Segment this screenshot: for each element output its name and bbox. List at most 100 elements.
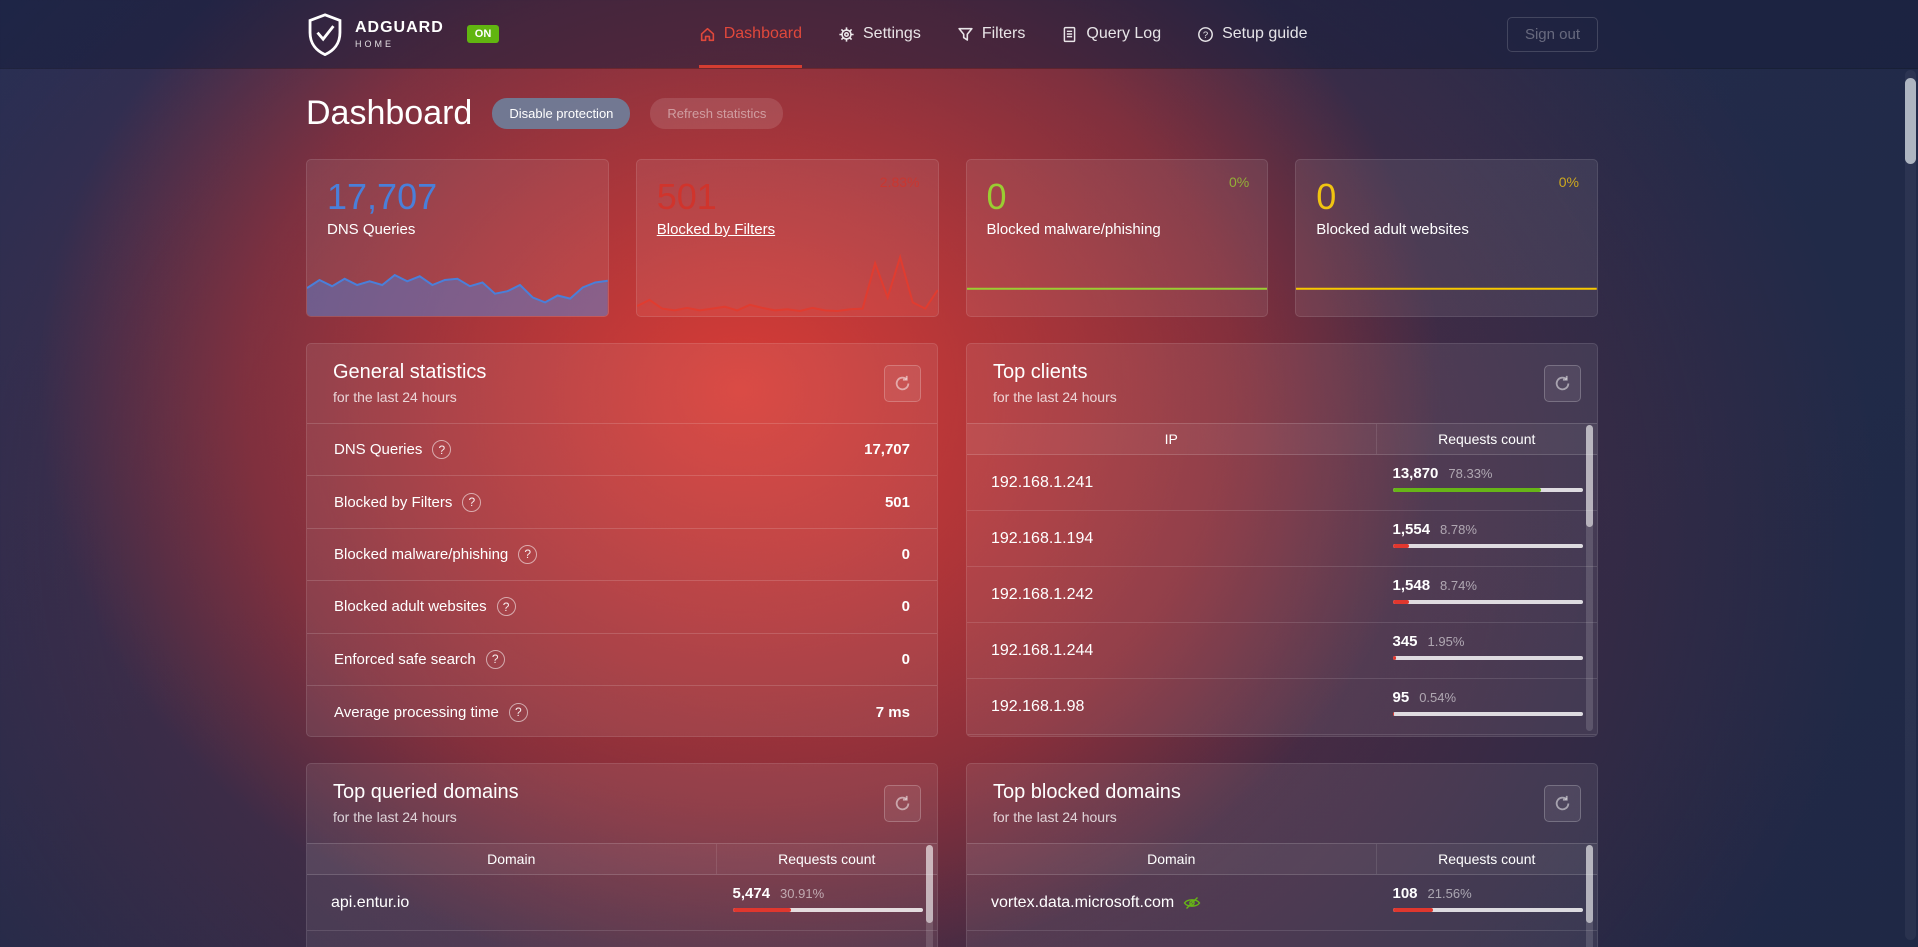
requests-count: 13,870 bbox=[1392, 465, 1439, 482]
column-header-domain: Domain bbox=[307, 844, 717, 874]
domain-row: api.entur.io 5,474 30.91% bbox=[307, 875, 937, 931]
top-blocked-domains-card: Top blocked domains for the last 24 hour… bbox=[966, 763, 1598, 947]
nav-dashboard[interactable]: Dashboard bbox=[698, 0, 802, 68]
refresh-button[interactable] bbox=[884, 365, 921, 402]
filters-icon bbox=[958, 27, 973, 41]
top-clients-table: IP Requests count 192.168.1.241 13,870 78… bbox=[967, 423, 1597, 735]
requests-percent: 8.74% bbox=[1440, 578, 1477, 593]
help-icon[interactable]: ? bbox=[496, 597, 516, 617]
page-scrollbar-thumb[interactable] bbox=[1905, 78, 1916, 164]
progress-bar bbox=[1392, 656, 1583, 660]
card-title: General statistics bbox=[333, 361, 487, 383]
card-title: Top clients bbox=[993, 361, 1088, 383]
column-header-requests: Requests count bbox=[1438, 431, 1536, 447]
sign-out-button[interactable]: Sign out bbox=[1506, 16, 1598, 52]
requests-percent: 8.78% bbox=[1440, 522, 1477, 537]
stats-row: Blocked by Filters? 501 bbox=[307, 476, 937, 529]
blocked-adult-value: 0 bbox=[1316, 176, 1337, 217]
protection-status-badge: ON bbox=[466, 25, 500, 43]
card-subtitle: for the last 24 hours bbox=[333, 809, 457, 825]
top-nav-bar: ADGUARD HOME ON Dashboard bbox=[0, 0, 1918, 68]
blocked-malware-card: 0% 0 Blocked malware/phishing bbox=[965, 159, 1269, 317]
stats-row: Enforced safe search? 0 bbox=[307, 634, 937, 686]
refresh-icon bbox=[895, 795, 910, 811]
help-icon[interactable]: ? bbox=[485, 649, 505, 669]
stats-row: DNS Queries? 17,707 bbox=[307, 424, 937, 477]
main-nav: Dashboard Settings Filters bbox=[499, 0, 1507, 68]
nav-query-log[interactable]: Query Log bbox=[1061, 0, 1161, 68]
dashboard-icon bbox=[700, 27, 714, 41]
middle-cards-row: General statistics for the last 24 hours… bbox=[306, 343, 1598, 737]
requests-percent: 78.33% bbox=[1448, 466, 1493, 481]
card-subtitle: for the last 24 hours bbox=[333, 389, 457, 405]
settings-icon bbox=[839, 26, 854, 42]
disable-protection-button[interactable]: Disable protection bbox=[492, 98, 631, 129]
stats-row: Blocked adult websites? 0 bbox=[307, 581, 937, 634]
page-header: Dashboard Disable protection Refresh sta… bbox=[306, 68, 1598, 133]
blocked-by-filters-link[interactable]: Blocked by Filters bbox=[656, 221, 776, 238]
column-header-requests: Requests count bbox=[778, 851, 876, 867]
nav-setup-guide[interactable]: ? Setup guide bbox=[1197, 0, 1308, 68]
refresh-statistics-button[interactable]: Refresh statistics bbox=[650, 98, 784, 129]
refresh-button[interactable] bbox=[1544, 365, 1581, 402]
progress-bar bbox=[732, 908, 923, 912]
blocked-malware-sparkline bbox=[966, 287, 1268, 290]
nav-filters[interactable]: Filters bbox=[957, 0, 1025, 68]
dns-queries-label: DNS Queries bbox=[327, 221, 416, 238]
stats-row: Blocked malware/phishing? 0 bbox=[307, 529, 937, 582]
stats-row: Average processing time? 7 ms bbox=[334, 702, 910, 722]
requests-count: 5,474 bbox=[732, 885, 771, 902]
refresh-icon bbox=[1555, 375, 1570, 391]
main-content: Dashboard Disable protection Refresh sta… bbox=[306, 68, 1598, 947]
page-title: Dashboard bbox=[306, 94, 473, 132]
general-statistics-card: General statistics for the last 24 hours… bbox=[306, 343, 938, 737]
adguard-logo[interactable]: ADGUARD HOME ON bbox=[306, 12, 500, 56]
shield-logo-icon bbox=[308, 12, 342, 56]
blocked-by-filters-value: 501 bbox=[656, 176, 717, 217]
help-icon[interactable]: ? bbox=[518, 544, 538, 564]
blocked-adult-label: Blocked adult websites bbox=[1316, 221, 1469, 238]
svg-text:?: ? bbox=[1203, 29, 1208, 40]
stat-cards-row: 17,707 DNS Queries 2.83% 501 Blocked by … bbox=[306, 159, 1598, 317]
blocked-malware-label: Blocked malware/phishing bbox=[986, 221, 1161, 238]
progress-bar bbox=[1392, 544, 1583, 548]
blocked-adult-sparkline bbox=[1296, 287, 1597, 290]
blocked-malware-percent: 0% bbox=[1229, 174, 1250, 190]
top-blocked-domains-table: Domain Requests count vortex.data.micros… bbox=[967, 843, 1597, 931]
client-ip: 192.168.1.242 bbox=[991, 585, 1094, 603]
page-scrollbar[interactable] bbox=[1905, 70, 1916, 940]
refresh-button[interactable] bbox=[884, 785, 921, 822]
refresh-button[interactable] bbox=[1544, 785, 1581, 822]
domain-row: vortex.data.microsoft.com 108 21.56% bbox=[967, 875, 1597, 931]
blocked-by-filters-sparkline bbox=[636, 254, 938, 316]
card-subtitle: for the last 24 hours bbox=[993, 809, 1117, 825]
requests-count: 1,554 bbox=[1392, 521, 1431, 538]
client-row: 192.168.1.241 13,870 78.33% bbox=[967, 455, 1597, 511]
top-queried-domains-card: Top queried domains for the last 24 hour… bbox=[306, 763, 938, 947]
client-ip: 192.168.1.98 bbox=[991, 697, 1085, 715]
domain-name: vortex.data.microsoft.com bbox=[991, 893, 1175, 911]
table-scrollbar[interactable] bbox=[1586, 845, 1593, 947]
client-row: 192.168.1.194 1,554 8.78% bbox=[967, 511, 1597, 567]
nav-settings[interactable]: Settings bbox=[838, 0, 921, 68]
help-icon[interactable]: ? bbox=[432, 440, 452, 460]
card-subtitle: for the last 24 hours bbox=[993, 389, 1117, 405]
card-title: Top queried domains bbox=[333, 781, 519, 803]
eye-off-icon bbox=[1183, 896, 1201, 909]
help-icon[interactable]: ? bbox=[508, 702, 528, 722]
blocked-by-filters-card: 2.83% 501 Blocked by Filters bbox=[635, 159, 939, 317]
progress-bar bbox=[1392, 600, 1583, 604]
table-scrollbar[interactable] bbox=[926, 845, 933, 947]
help-icon[interactable]: ? bbox=[462, 492, 482, 512]
bottom-cards-row: Top queried domains for the last 24 hour… bbox=[306, 763, 1598, 947]
requests-count: 345 bbox=[1392, 633, 1418, 650]
refresh-icon bbox=[1555, 795, 1570, 811]
progress-bar bbox=[1392, 908, 1583, 912]
client-row: 192.168.1.98 95 0.54% bbox=[967, 679, 1597, 735]
table-scrollbar[interactable] bbox=[1586, 425, 1593, 731]
refresh-icon bbox=[895, 375, 910, 391]
setup-guide-icon: ? bbox=[1198, 26, 1214, 42]
blocked-adult-percent: 0% bbox=[1558, 174, 1579, 190]
client-row: 192.168.1.242 1,548 8.74% bbox=[967, 567, 1597, 623]
